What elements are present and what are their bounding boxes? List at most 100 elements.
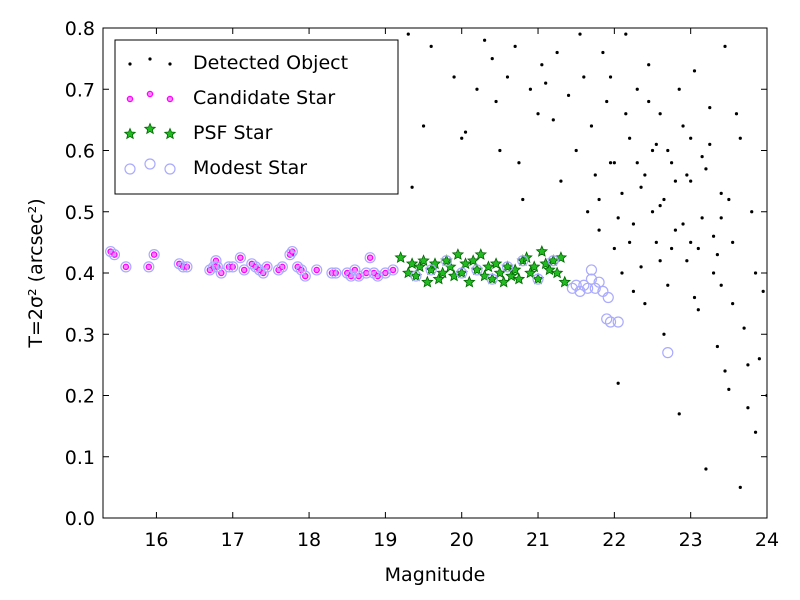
point: [643, 173, 647, 177]
point: [120, 261, 132, 273]
point: [628, 136, 632, 140]
x-tick-label: 17: [221, 529, 245, 551]
point: [628, 240, 632, 244]
point: [585, 264, 598, 276]
point: [673, 228, 678, 232]
point: [501, 261, 514, 273]
y-tick-label: 0.3: [65, 324, 95, 346]
y-tick-label: 0.0: [65, 508, 95, 530]
point: [387, 264, 399, 276]
legend-label: Detected Object: [193, 52, 348, 74]
point: [177, 261, 189, 273]
point: [382, 269, 389, 277]
point: [624, 112, 628, 116]
point: [681, 222, 685, 226]
x-tick-label: 18: [297, 529, 321, 551]
point: [286, 245, 298, 258]
point: [299, 270, 311, 282]
y-tick-label: 0.4: [65, 263, 95, 285]
point: [463, 130, 468, 134]
point: [677, 87, 681, 91]
point: [715, 344, 719, 349]
point: [731, 302, 735, 306]
point: [486, 273, 498, 285]
point: [540, 63, 544, 67]
point: [490, 57, 494, 61]
point: [421, 275, 434, 288]
point: [566, 282, 578, 294]
point: [631, 289, 636, 293]
point: [284, 249, 296, 261]
point: [650, 148, 655, 153]
point: [452, 75, 456, 79]
legend-marker: [144, 158, 156, 170]
point: [738, 485, 742, 489]
point: [677, 412, 681, 416]
point: [654, 142, 658, 146]
point: [463, 275, 476, 288]
point: [417, 254, 430, 267]
point: [746, 406, 750, 410]
point: [658, 204, 662, 208]
point: [635, 87, 639, 91]
point: [368, 267, 380, 279]
point: [211, 261, 224, 273]
y-tick-label: 0.6: [65, 141, 95, 163]
point: [528, 260, 541, 273]
point: [650, 210, 655, 214]
point: [517, 161, 521, 165]
point: [612, 161, 616, 165]
point: [658, 112, 662, 116]
point: [692, 69, 697, 73]
point: [586, 210, 590, 214]
legend-marker: [164, 163, 176, 175]
x-tick-label: 21: [526, 529, 550, 551]
point: [432, 272, 446, 285]
point: [715, 253, 719, 257]
point: [620, 191, 624, 195]
point: [719, 216, 723, 220]
x-tick-label: 16: [144, 529, 168, 551]
point: [731, 240, 735, 244]
point: [692, 295, 697, 300]
y-tick-label: 0.7: [65, 79, 95, 101]
point: [601, 313, 613, 325]
point: [436, 266, 449, 279]
point: [122, 263, 130, 271]
legend-marker: [128, 62, 132, 66]
x-tick-label: 22: [602, 529, 626, 551]
point: [532, 273, 544, 285]
point: [570, 279, 582, 291]
point: [662, 197, 666, 202]
point: [727, 387, 731, 391]
point: [700, 216, 704, 220]
legend-marker: [148, 57, 152, 61]
point: [210, 255, 222, 267]
point: [547, 255, 559, 267]
point: [635, 161, 639, 165]
point: [240, 266, 248, 274]
point: [539, 257, 552, 270]
y-tick-label: 0.8: [65, 18, 95, 40]
point: [424, 263, 438, 276]
point: [460, 136, 464, 140]
point: [723, 44, 727, 48]
point: [761, 289, 765, 293]
x-tick-label: 23: [679, 529, 703, 551]
point: [466, 254, 480, 267]
point: [719, 191, 723, 195]
legend-label: Modest Star: [193, 157, 307, 179]
point: [585, 273, 598, 285]
point: [257, 267, 269, 279]
point: [544, 81, 548, 85]
point: [689, 179, 693, 183]
point: [605, 99, 609, 104]
point: [616, 216, 620, 220]
point: [295, 264, 308, 276]
point: [512, 272, 526, 285]
point: [410, 270, 422, 282]
point: [505, 75, 510, 79]
point: [723, 369, 727, 373]
point: [345, 270, 357, 282]
point: [643, 302, 647, 306]
